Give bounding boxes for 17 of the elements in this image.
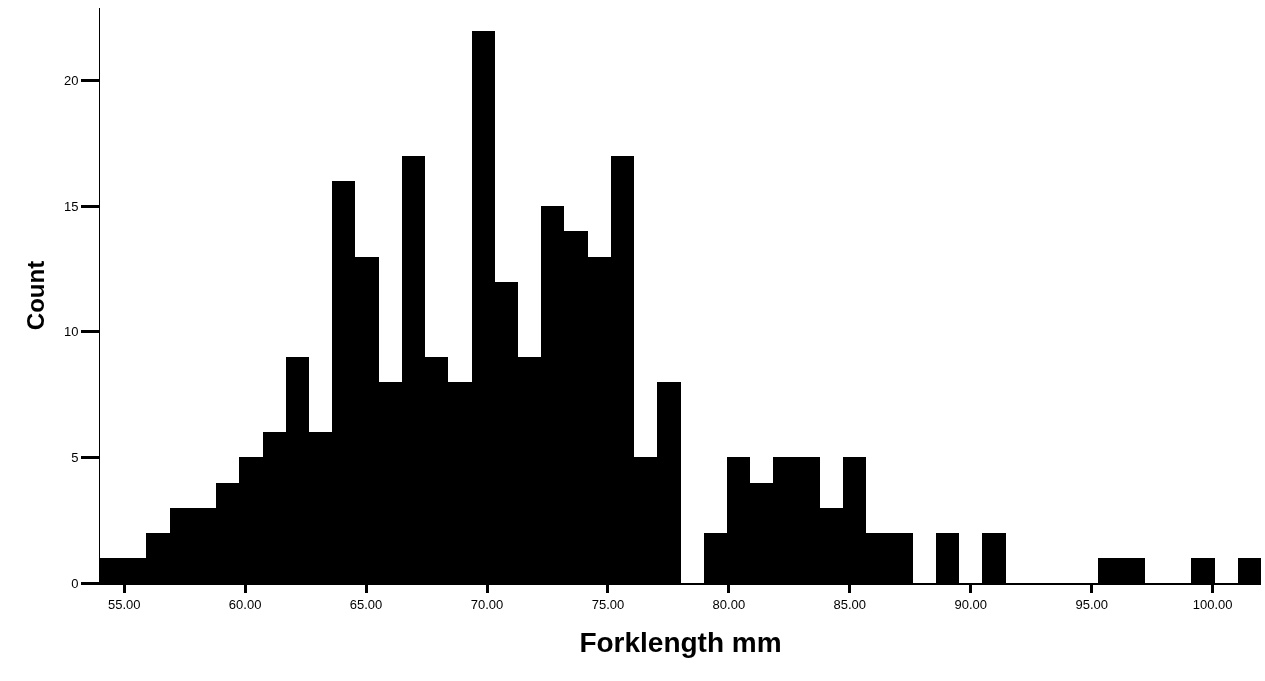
y-axis-title: Count <box>22 260 50 331</box>
x-tick-label: 70.00 <box>470 596 504 612</box>
y-tick-label: 0 <box>71 575 79 591</box>
y-tick-label: 10 <box>63 324 79 340</box>
x-tick-label: 80.00 <box>712 596 746 612</box>
x-tick-label: 65.00 <box>349 596 383 612</box>
x-tick-label: 55.00 <box>107 596 141 612</box>
x-tick-label: 95.00 <box>1075 596 1108 612</box>
y-tick-label: 20 <box>63 73 79 89</box>
y-tick-label: 5 <box>71 450 79 465</box>
x-tick-label: 100.00 <box>1192 596 1233 612</box>
x-tick-label: 85.00 <box>833 596 867 612</box>
y-tick-label: 15 <box>63 198 79 214</box>
x-tick-label: 60.00 <box>228 596 262 612</box>
x-tick-label: 75.00 <box>591 596 625 612</box>
x-tick-label: 90.00 <box>954 596 988 612</box>
x-axis-title: Forklength mm <box>579 627 782 659</box>
